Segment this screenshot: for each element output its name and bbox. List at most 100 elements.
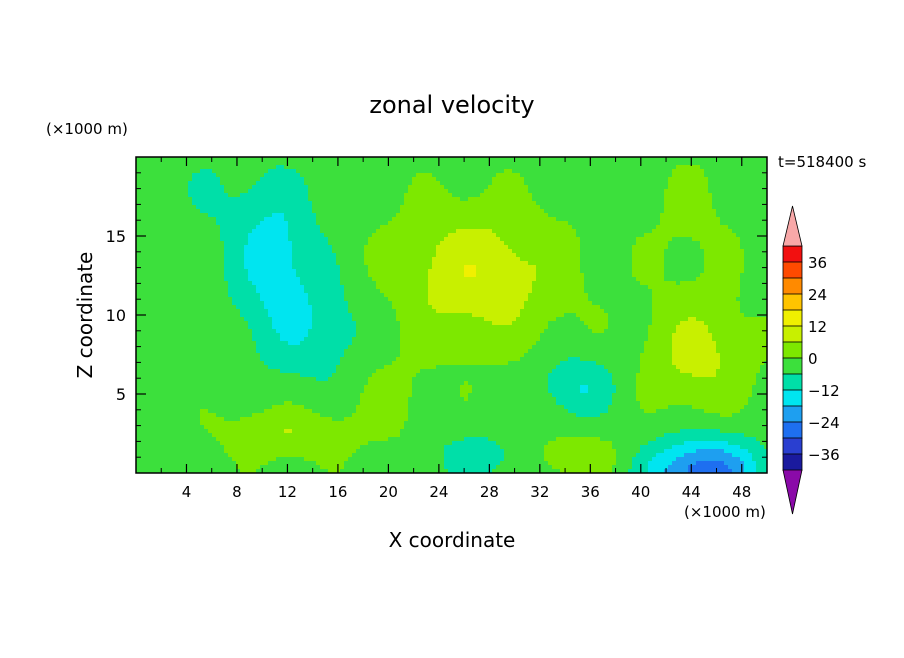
contour-cell: [156, 241, 161, 246]
contour-cell: [320, 181, 325, 186]
contour-cell: [272, 233, 277, 238]
contour-cell: [160, 265, 165, 270]
contour-cell: [700, 233, 705, 238]
contour-cell: [720, 229, 725, 234]
contour-cell: [368, 221, 373, 226]
contour-cell: [260, 189, 265, 194]
contour-cell: [684, 241, 689, 246]
contour-cell: [384, 225, 389, 230]
contour-cell: [576, 221, 581, 226]
contour-cell: [296, 257, 301, 262]
contour-cell: [208, 161, 213, 166]
contour-cell: [140, 277, 145, 282]
contour-cell: [140, 185, 145, 190]
contour-cell: [292, 269, 297, 274]
contour-cell: [508, 201, 513, 206]
contour-cell: [616, 221, 621, 226]
contour-cell: [680, 225, 685, 230]
contour-cell: [528, 213, 533, 218]
contour-cell: [460, 221, 465, 226]
contour-cell: [492, 257, 497, 262]
contour-cell: [688, 205, 693, 210]
contour-cell: [624, 249, 629, 254]
contour-cell: [436, 197, 441, 202]
contour-cell: [320, 201, 325, 206]
contour-cell: [668, 177, 673, 182]
contour-cell: [728, 233, 733, 238]
contour-cell: [408, 213, 413, 218]
contour-cell: [140, 253, 145, 258]
contour-cell: [256, 185, 261, 190]
contour-cell: [588, 185, 593, 190]
contour-cell: [600, 173, 605, 178]
contour-cell: [648, 173, 653, 178]
contour-cell: [208, 201, 213, 206]
contour-cell: [292, 205, 297, 210]
contour-cell: [712, 221, 717, 226]
contour-cell: [432, 229, 437, 234]
contour-cell: [692, 261, 697, 266]
contour-cell: [352, 269, 357, 274]
contour-cell: [220, 181, 225, 186]
contour-cell: [404, 201, 409, 206]
contour-cell: [192, 205, 197, 210]
contour-cell: [324, 241, 329, 246]
contour-cell: [548, 205, 553, 210]
contour-cell: [492, 229, 497, 234]
contour-cell: [300, 205, 305, 210]
contour-cell: [404, 205, 409, 210]
contour-cell: [708, 233, 713, 238]
contour-cell: [448, 161, 453, 166]
contour-cell: [324, 265, 329, 270]
contour-cell: [456, 157, 461, 162]
contour-cell: [324, 197, 329, 202]
contour-cell: [200, 229, 205, 234]
contour-cell: [372, 197, 377, 202]
contour-cell: [516, 229, 521, 234]
contour-cell: [572, 277, 577, 282]
contour-cell: [572, 197, 577, 202]
contour-cell: [724, 173, 729, 178]
contour-cell: [348, 225, 353, 230]
contour-cell: [732, 265, 737, 270]
contour-cell: [348, 177, 353, 182]
contour-cell: [316, 225, 321, 230]
contour-cell: [668, 217, 673, 222]
contour-cell: [652, 157, 657, 162]
contour-cell: [292, 161, 297, 166]
contour-cell: [232, 201, 237, 206]
contour-cell: [420, 253, 425, 258]
contour-cell: [672, 265, 677, 270]
contour-cell: [292, 241, 297, 246]
contour-cell: [708, 213, 713, 218]
contour-cell: [652, 185, 657, 190]
contour-cell: [748, 193, 753, 198]
contour-cell: [436, 253, 441, 258]
contour-cell: [676, 277, 681, 282]
contour-cell: [760, 277, 765, 282]
contour-cell: [668, 201, 673, 206]
contour-cell: [268, 169, 273, 174]
contour-cell: [380, 197, 385, 202]
contour-cell: [428, 257, 433, 262]
contour-cell: [540, 197, 545, 202]
contour-cell: [232, 197, 237, 202]
contour-cell: [356, 193, 361, 198]
contour-cell: [736, 273, 741, 278]
contour-cell: [348, 193, 353, 198]
contour-cell: [460, 265, 465, 270]
contour-cell: [476, 281, 481, 286]
contour-cell: [440, 257, 445, 262]
contour-cell: [588, 169, 593, 174]
contour-cell: [588, 229, 593, 234]
contour-cell: [152, 237, 157, 242]
contour-cell: [460, 181, 465, 186]
contour-cell: [640, 169, 645, 174]
contour-cell: [512, 261, 517, 266]
contour-cell: [556, 221, 561, 226]
contour-cell: [136, 201, 141, 206]
contour-cell: [276, 237, 281, 242]
contour-cell: [728, 277, 733, 282]
contour-cell: [328, 213, 333, 218]
contour-cell: [504, 269, 509, 274]
